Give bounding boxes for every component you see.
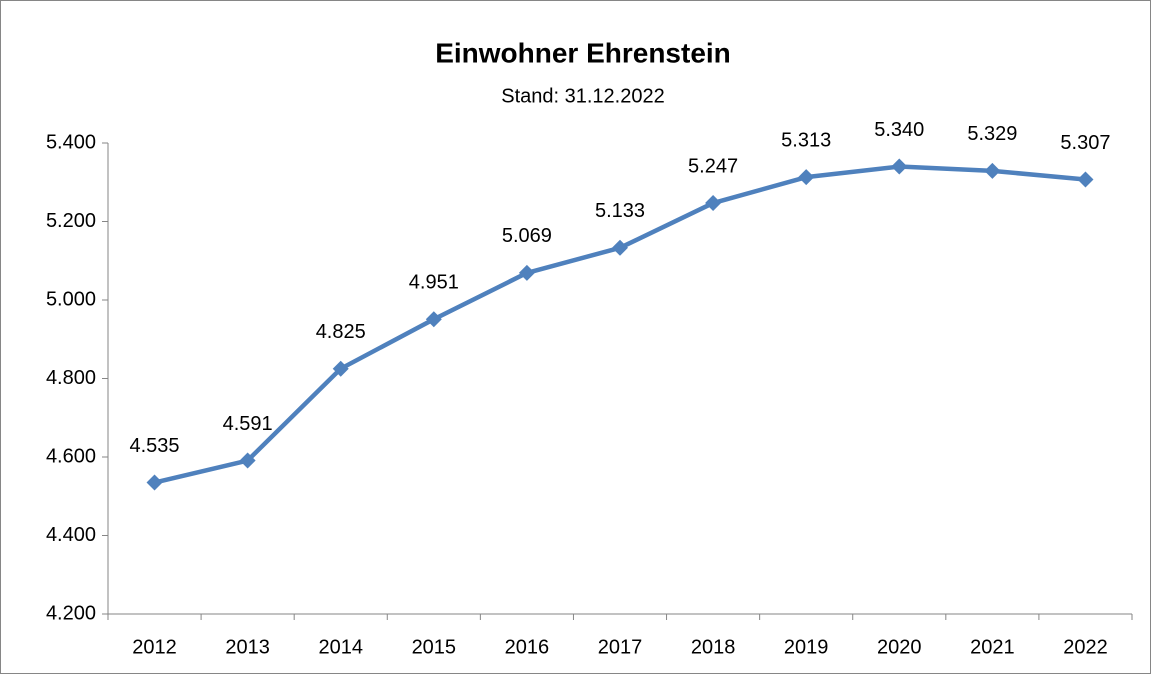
data-marker [705, 195, 722, 212]
x-tick-label: 2017 [598, 636, 643, 658]
data-label: 4.951 [409, 272, 459, 294]
x-tick-label: 2021 [970, 636, 1015, 658]
y-tick-label: 4.600 [46, 445, 96, 467]
data-marker [518, 264, 535, 281]
y-tick-label: 4.400 [46, 524, 96, 546]
y-tick-label: 4.800 [46, 367, 96, 389]
data-label: 5.069 [502, 225, 552, 247]
chart-subtitle: Stand: 31.12.2022 [501, 85, 664, 107]
data-label: 5.133 [595, 200, 645, 222]
x-tick-label: 2019 [784, 636, 829, 658]
data-label: 5.307 [1060, 132, 1110, 154]
data-label: 5.329 [967, 123, 1017, 145]
data-marker [798, 169, 815, 186]
chart-title: Einwohner Ehrenstein [435, 37, 731, 68]
data-marker [612, 239, 628, 256]
y-tick-label: 5.000 [46, 288, 96, 310]
data-marker [984, 162, 1001, 179]
data-marker [1077, 171, 1094, 188]
y-tick-label: 5.200 [46, 210, 96, 232]
data-marker [332, 360, 349, 377]
x-tick-label: 2013 [225, 636, 270, 658]
data-label: 4.535 [130, 435, 180, 457]
data-label: 4.591 [223, 413, 273, 435]
x-tick-label: 2014 [318, 636, 363, 658]
x-tick-label: 2012 [132, 636, 177, 658]
x-tick-label: 2016 [505, 636, 550, 658]
x-tick-label: 2022 [1063, 636, 1108, 658]
x-tick-label: 2018 [691, 636, 736, 658]
data-label: 5.313 [781, 129, 831, 151]
data-marker [891, 158, 908, 175]
y-tick-label: 5.400 [46, 131, 96, 153]
x-tick-label: 2020 [877, 636, 922, 658]
data-marker [239, 452, 256, 469]
x-tick-label: 2015 [412, 636, 457, 658]
data-label: 5.340 [874, 119, 924, 141]
data-label: 5.247 [688, 155, 738, 177]
data-marker [425, 311, 442, 328]
data-label: 4.825 [316, 321, 366, 343]
data-marker [146, 474, 163, 491]
y-tick-label: 4.200 [46, 602, 96, 624]
